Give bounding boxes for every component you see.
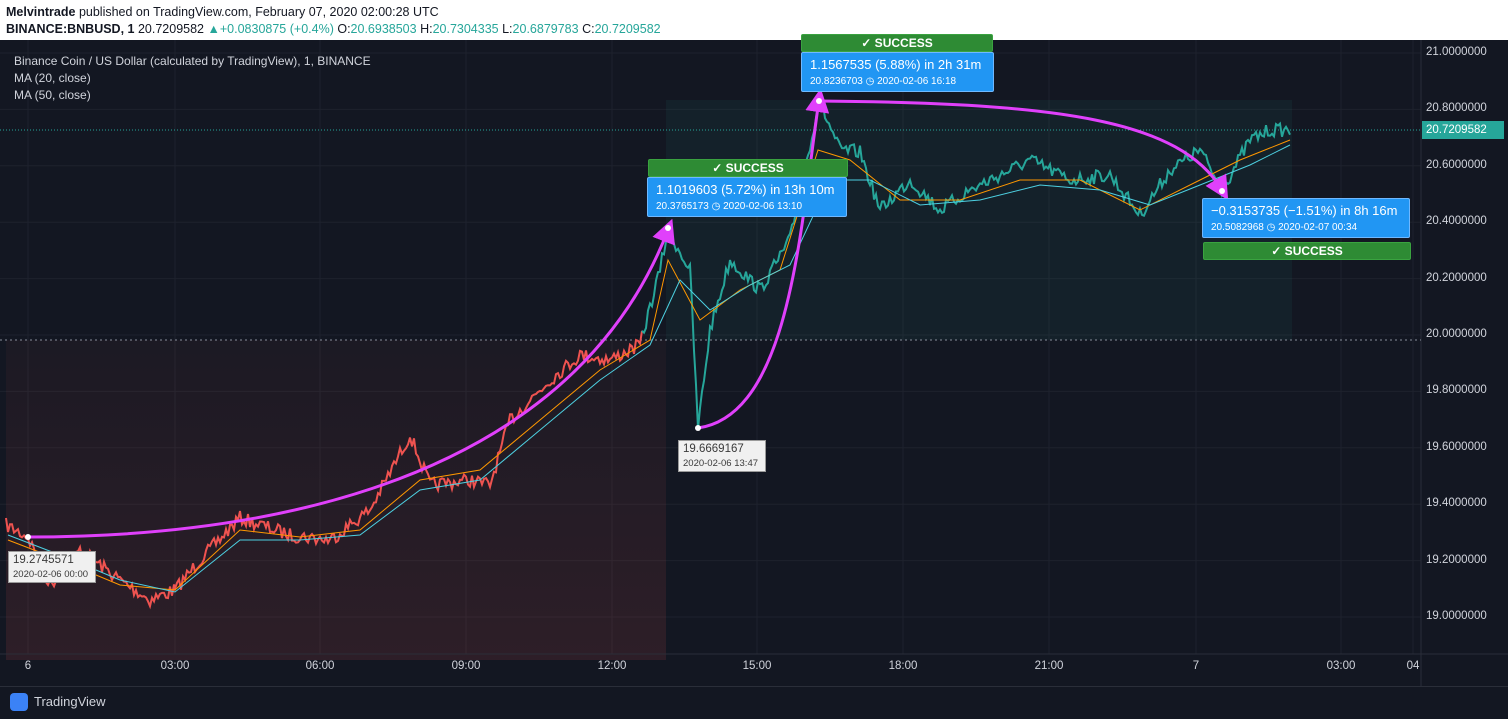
time-tick-label: 03:00 bbox=[160, 660, 190, 672]
price-tick-label: 19.4000000 bbox=[1426, 497, 1487, 510]
price-series bbox=[5, 98, 1291, 610]
start-price-time: 2020-02-06 00:00 bbox=[13, 569, 89, 580]
time-tick-label: 04 bbox=[1406, 660, 1420, 672]
close-value: 20.7209582 bbox=[594, 22, 661, 36]
range-shade-teal bbox=[666, 100, 1292, 340]
anchor-point-low[interactable] bbox=[695, 425, 701, 431]
price-line-segment bbox=[5, 330, 643, 610]
author-name[interactable]: Melvintrade bbox=[6, 5, 76, 19]
projection-box-3[interactable]: −0.3153735 (−1.51%) in 8h 16m 20.5082968… bbox=[1202, 198, 1410, 238]
publish-header: Melvintrade published on TradingView.com… bbox=[0, 0, 1508, 40]
anchor-point-end[interactable] bbox=[1219, 188, 1225, 194]
projection-1-target: 20.3765173 ◷ 2020-02-06 13:10 bbox=[656, 201, 803, 212]
projection-box-2[interactable]: 1.1567535 (5.88%) in 2h 31m 20.8236703 ◷… bbox=[801, 52, 994, 92]
price-line-segment bbox=[641, 98, 1291, 430]
price-tick-label: 19.6000000 bbox=[1426, 440, 1487, 453]
start-price-label: 19.2745571 2020-02-06 00:00 bbox=[8, 551, 96, 583]
arrow-curve-1 bbox=[27, 218, 675, 539]
legend-ma50[interactable]: MA (50, close) bbox=[14, 88, 91, 102]
open-label: O: bbox=[337, 22, 351, 36]
start-price-value: 19.2745571 bbox=[13, 554, 74, 566]
projection-arrows bbox=[27, 88, 1229, 539]
anchor-point-peak1[interactable] bbox=[665, 225, 671, 231]
low-price-time: 2020-02-06 13:47 bbox=[683, 458, 759, 469]
projection-box-1[interactable]: 1.1019603 (5.72%) in 13h 10m 20.3765173 … bbox=[647, 177, 847, 217]
time-tick-label: 09:00 bbox=[451, 660, 481, 672]
anchor-point-peak2[interactable] bbox=[816, 98, 822, 104]
time-tick-label: 6 bbox=[24, 660, 32, 672]
ma50-line bbox=[7, 144, 1291, 593]
high-label: H: bbox=[420, 22, 433, 36]
low-price-label: 19.6669167 2020-02-06 13:47 bbox=[678, 440, 766, 472]
low-label: L: bbox=[502, 22, 513, 36]
projection-3-change: −0.3153735 (−1.51%) in 8h 16m bbox=[1211, 203, 1398, 218]
last-price: 20.7209582 bbox=[137, 22, 205, 36]
ma20-line bbox=[7, 139, 1291, 591]
price-tick-label: 20.8000000 bbox=[1426, 102, 1487, 115]
legend-ma20[interactable]: MA (20, close) bbox=[14, 71, 91, 85]
success-badge-3: ✓ SUCCESS bbox=[1203, 242, 1411, 260]
price-tick-label: 21.0000000 bbox=[1426, 46, 1487, 58]
time-tick-label: 21:00 bbox=[1034, 660, 1064, 672]
projection-3-target: 20.5082968 ◷ 2020-02-07 00:34 bbox=[1211, 222, 1358, 233]
price-tick-label: 20.4000000 bbox=[1426, 215, 1487, 228]
current-price-badge: 20.7209582 bbox=[1422, 121, 1504, 139]
high-value: 20.7304335 bbox=[432, 22, 499, 36]
symbol-label: BINANCE:BNBUSD, 1 bbox=[6, 22, 135, 36]
price-chart[interactable] bbox=[0, 40, 1508, 686]
anchor-point-start[interactable] bbox=[25, 534, 31, 540]
low-value: 20.6879783 bbox=[512, 22, 579, 36]
publish-line: Melvintrade published on TradingView.com… bbox=[6, 5, 439, 19]
chart-area[interactable]: Binance Coin / US Dollar (calculated by … bbox=[0, 34, 1508, 686]
up-arrow-icon: ▲ bbox=[207, 22, 220, 36]
arrow-curve-3 bbox=[818, 99, 1229, 201]
close-label: C: bbox=[582, 22, 595, 36]
chart-legend-title: Binance Coin / US Dollar (calculated by … bbox=[14, 54, 371, 68]
price-tick-label: 19.2000000 bbox=[1426, 553, 1487, 566]
price-tick-label: 19.8000000 bbox=[1426, 384, 1487, 397]
projection-2-target: 20.8236703 ◷ 2020-02-06 16:18 bbox=[810, 76, 957, 87]
success-badge-1: ✓ SUCCESS bbox=[648, 159, 848, 177]
tradingview-logo-icon[interactable] bbox=[10, 693, 28, 711]
success-badge-2: ✓ SUCCESS bbox=[801, 34, 993, 52]
time-tick-label: 06:00 bbox=[305, 660, 335, 672]
brand-name[interactable]: TradingView bbox=[34, 694, 106, 709]
time-tick-label: 12:00 bbox=[597, 660, 627, 672]
low-price-value: 19.6669167 bbox=[683, 443, 744, 455]
publish-info: published on TradingView.com, February 0… bbox=[75, 5, 439, 19]
time-tick-label: 15:00 bbox=[742, 660, 772, 672]
price-tick-label: 20.6000000 bbox=[1426, 158, 1487, 171]
arrow-curve-2 bbox=[697, 88, 830, 430]
price-tick-label: 20.0000000 bbox=[1426, 328, 1487, 340]
ma-lines bbox=[7, 139, 1291, 593]
footer-bar: TradingView bbox=[0, 686, 1508, 719]
price-change: +0.0830875 (+0.4%) bbox=[219, 22, 334, 36]
time-tick-label: 03:00 bbox=[1326, 660, 1356, 672]
open-value: 20.6938503 bbox=[350, 22, 417, 36]
price-tick-label: 20.2000000 bbox=[1426, 271, 1487, 284]
projection-2-change: 1.1567535 (5.88%) in 2h 31m bbox=[810, 57, 982, 72]
price-tick-label: 19.0000000 bbox=[1426, 610, 1487, 622]
ohlc-line: BINANCE:BNBUSD, 1 20.7209582 ▲+0.0830875… bbox=[6, 22, 661, 36]
projection-1-change: 1.1019603 (5.72%) in 13h 10m bbox=[656, 182, 835, 197]
time-tick-label: 18:00 bbox=[888, 660, 918, 672]
time-tick-label: 7 bbox=[1192, 660, 1200, 672]
